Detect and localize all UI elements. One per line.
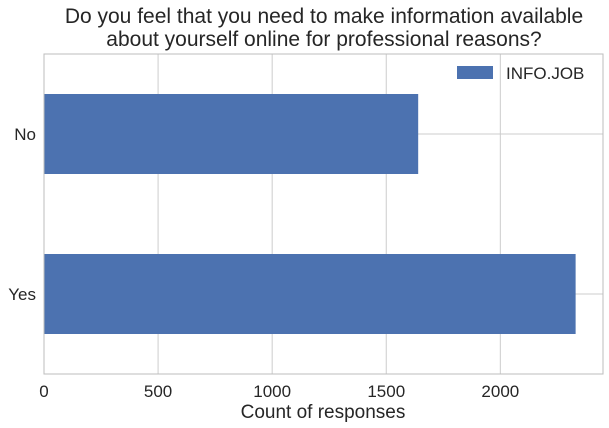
x-tick-label-0: 0 — [39, 382, 48, 401]
legend: INFO.JOB — [457, 64, 584, 83]
chart-title-line-1: Do you feel that you need to make inform… — [65, 5, 583, 28]
y-tick-label-yes: Yes — [8, 285, 36, 304]
chart-title: Do you feel that you need to make inform… — [65, 5, 583, 51]
x-axis-label: Count of responses — [241, 402, 406, 423]
bars — [44, 94, 576, 334]
plot-frame — [43, 53, 604, 375]
bar-no — [44, 94, 419, 174]
legend-label: INFO.JOB — [506, 64, 584, 83]
x-tick-label-3: 1500 — [367, 382, 405, 401]
x-tick-labels: 0 500 1000 1500 2000 — [39, 382, 519, 401]
y-tick-label-no: No — [14, 125, 36, 144]
bar-yes — [44, 254, 576, 334]
chart-title-line-2: about yourself online for professional r… — [106, 28, 541, 51]
x-tick-label-4: 2000 — [481, 382, 519, 401]
y-tick-labels: No Yes — [8, 125, 36, 304]
x-tick-label-1: 500 — [144, 382, 172, 401]
x-tick-label-2: 1000 — [253, 382, 291, 401]
legend-swatch — [457, 66, 493, 79]
